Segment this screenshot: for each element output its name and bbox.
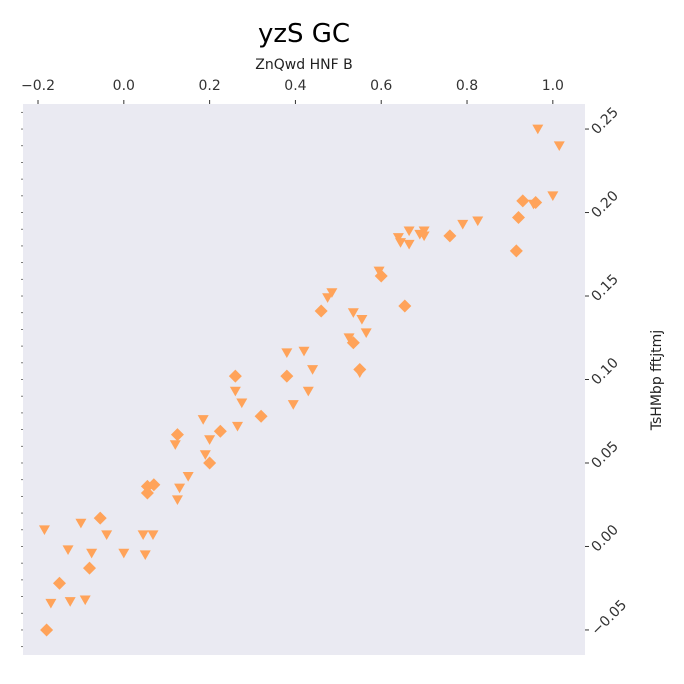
triangle-point: [547, 191, 559, 202]
triangle-point: [302, 386, 314, 397]
diamond-point: [228, 369, 242, 383]
triangle-point: [199, 450, 211, 460]
triangle-point: [62, 545, 74, 556]
triangle-point: [326, 288, 338, 298]
x-tick-label: 0.4: [284, 78, 306, 94]
diamond-point: [254, 409, 268, 423]
triangle-point: [232, 421, 244, 432]
diamond-point: [353, 362, 367, 376]
diamond-point: [82, 561, 96, 575]
triangle-point: [38, 525, 50, 535]
diamond-point: [280, 369, 294, 383]
diamond-point: [346, 336, 360, 350]
diamond-point: [516, 194, 530, 208]
diamond-point: [213, 424, 227, 438]
diamond-point: [398, 299, 412, 313]
diamond-point: [40, 623, 54, 637]
triangle-point: [204, 435, 216, 445]
x-axis-ticks: −0.2 0.0 0.2 0.4 0.6 0.8 1.0: [21, 78, 564, 104]
diamond-point: [93, 511, 107, 525]
diamond-point: [509, 244, 523, 258]
triangle-point: [553, 141, 565, 151]
diamond-point: [529, 196, 543, 210]
triangle-point: [373, 266, 385, 277]
x-tick-label: 0.2: [198, 78, 220, 94]
triangle-point: [171, 495, 183, 505]
y-tick-label: 0.20: [589, 188, 622, 221]
diamond-point: [140, 486, 154, 500]
diamond-point: [52, 576, 66, 590]
triangle-point: [392, 233, 404, 243]
diamond-point: [443, 229, 457, 243]
y-axis-label: TsHMbp fftjtmj: [649, 330, 665, 431]
diamond-point: [147, 478, 161, 492]
diamond-point: [170, 428, 184, 442]
y-tick-label: 0.05: [589, 438, 622, 471]
diamond-point: [374, 269, 388, 283]
triangle-point: [298, 346, 310, 357]
y-tick-label: 0.00: [589, 522, 622, 555]
triangle-point: [75, 518, 87, 529]
diamond-point: [203, 456, 217, 470]
triangle-point: [79, 595, 91, 606]
triangle-point: [118, 548, 130, 559]
y-tick-label: 0.25: [589, 105, 622, 138]
triangle-point: [101, 530, 113, 541]
triangle-point: [229, 386, 241, 397]
triangle-point: [343, 333, 355, 343]
triangle-point: [395, 238, 407, 248]
triangle-point: [137, 530, 149, 541]
y-tick-label: −0.05: [589, 597, 631, 639]
chart-title: yzS GC: [258, 19, 350, 49]
x-tick-label: −0.2: [21, 78, 55, 94]
triangle-point: [169, 440, 181, 450]
x-tick-label: 0.6: [370, 78, 392, 94]
triangle-point: [356, 314, 368, 325]
triangle-point: [418, 231, 430, 242]
y-tick-label: 0.15: [589, 271, 622, 304]
data-points: [38, 124, 565, 637]
triangle-point: [182, 471, 194, 482]
triangle-point: [418, 226, 430, 237]
x-axis-label: ZnQwd HNF B: [255, 57, 352, 73]
triangle-point: [457, 219, 469, 230]
plot-area: [23, 104, 585, 655]
triangle-point: [86, 548, 98, 559]
triangle-point: [139, 550, 151, 561]
triangle-point: [281, 348, 293, 359]
x-tick-label: 1.0: [542, 78, 564, 94]
triangle-point: [472, 216, 484, 227]
diamond-point: [512, 211, 526, 225]
triangle-point: [45, 598, 57, 609]
x-tick-label: 0.8: [456, 78, 478, 94]
y-tick-label: 0.10: [589, 355, 622, 388]
triangle-point: [197, 415, 209, 425]
triangle-point: [287, 400, 299, 410]
triangle-point: [347, 308, 359, 318]
triangle-point: [360, 328, 372, 338]
triangle-point: [322, 293, 334, 303]
triangle-point: [174, 483, 186, 494]
triangle-point: [307, 365, 319, 375]
triangle-point: [147, 530, 159, 541]
triangle-point: [236, 398, 248, 409]
triangle-point: [532, 124, 544, 135]
diamond-point: [314, 304, 328, 318]
triangle-point: [403, 239, 415, 250]
triangle-point: [64, 597, 76, 607]
x-tick-label: 0.0: [113, 78, 135, 94]
triangle-point: [403, 226, 415, 237]
